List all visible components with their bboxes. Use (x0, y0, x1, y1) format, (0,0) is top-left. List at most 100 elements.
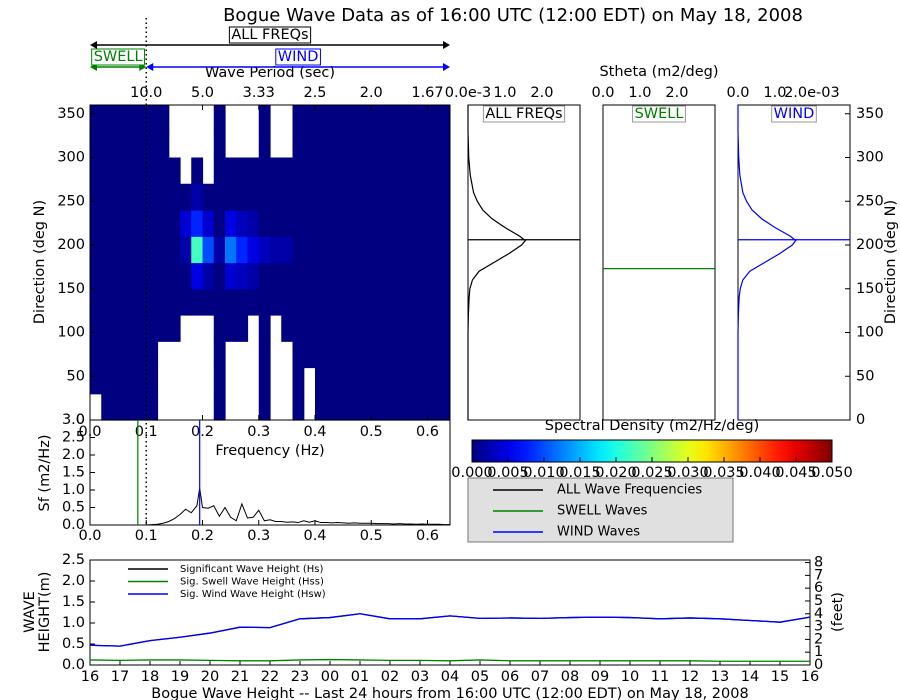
heatmap-cell (191, 157, 204, 185)
heatmap-cell (258, 183, 271, 211)
x-tick-label: 00 (321, 669, 339, 685)
heatmap-cell (90, 341, 102, 369)
heatmap-cell (382, 393, 395, 421)
x-tick-label: 21 (231, 669, 249, 685)
x-tick-label: 0.1 (135, 528, 158, 544)
y-tick-label: 0.5 (62, 500, 85, 516)
heatmap-cell (371, 236, 384, 264)
heatmap-cell (123, 393, 136, 421)
plot-frame (737, 104, 851, 421)
heatmap-cell (292, 288, 305, 316)
heatmap-cell (348, 210, 361, 237)
colorbar-tick-label: 0.020 (595, 465, 637, 481)
heatmap-cell (101, 288, 114, 316)
heatmap-cell (348, 131, 361, 159)
heatmap-cell (371, 262, 384, 290)
heatmap-cell (393, 157, 406, 185)
heatmap-cell (135, 393, 147, 421)
heatmap-cell (303, 157, 316, 185)
x-tick-label: 2.0 (530, 85, 553, 101)
heatmap-cell (213, 262, 226, 290)
heatmap-cell (225, 183, 237, 211)
heatmap-cell (326, 105, 339, 132)
heatmap-cell (112, 262, 125, 290)
x2-tick-label: 5.0 (191, 85, 214, 101)
legend-label: Sig. Swell Wave Height (Hss) (180, 577, 324, 588)
heatmap-cell (393, 288, 406, 316)
heatmap-cell (348, 288, 361, 316)
heatmap-cell (360, 183, 372, 211)
colorbar-title: Spectral Density (m2/Hz/deg) (545, 418, 759, 434)
heatmap-cell (146, 236, 159, 264)
heatmap-cell (438, 367, 450, 395)
heatmap-cell (337, 315, 350, 342)
heatmap-cell (236, 288, 249, 316)
heatmap-cell (315, 288, 327, 316)
heatmap-cell (315, 315, 327, 342)
x-tick-label: 03 (411, 669, 429, 685)
y-tick-label: 2.5 (62, 430, 85, 446)
heatmap-cell (371, 315, 384, 342)
y-tick-label: 200 (57, 237, 85, 253)
x-axis-label: Bogue Wave Height -- Last 24 hours from … (151, 686, 748, 700)
y-tick-label: 2.5 (62, 552, 85, 568)
heatmap-cell (101, 341, 114, 369)
heatmap-cell (337, 157, 350, 185)
heatmap-cell (405, 210, 417, 237)
y-axis-label: Direction (deg N) (32, 200, 48, 324)
heatmap-cell (101, 393, 114, 421)
band-label: SWELL (94, 49, 143, 65)
heatmap-cell (146, 367, 159, 395)
heatmap-cell (270, 210, 282, 237)
heatmap-cell (315, 183, 327, 211)
heatmap-cell (213, 210, 226, 237)
heatmap-cell (157, 288, 170, 316)
heatmap-cell (438, 105, 450, 132)
y2-tick-label: 2 (814, 631, 823, 647)
heatmap-cell (405, 183, 417, 211)
heatmap-cell (382, 183, 395, 211)
heatmap-cell (326, 341, 339, 369)
heatmap-cell (416, 157, 429, 185)
heatmap-cell (247, 236, 260, 264)
heatmap-cell (281, 236, 294, 264)
arrow-head (90, 41, 97, 49)
heatmap-cell (416, 341, 429, 369)
heatmap-cell (371, 367, 384, 395)
y-tick-label: 0.5 (62, 636, 85, 652)
heatmap-cell (438, 315, 450, 342)
heatmap-cell (360, 393, 372, 421)
heatmap-cell (90, 262, 102, 290)
x-tick-label: 1.0 (628, 85, 651, 101)
heatmap-cell (348, 262, 361, 290)
heatmap-cell (247, 210, 260, 237)
y-tick-label: 350 (57, 106, 85, 122)
heatmap-cell (337, 341, 350, 369)
colorbar-tick-label: 0.030 (667, 465, 709, 481)
heatmap-cell (281, 210, 294, 237)
y-tick-label: 1.5 (62, 465, 85, 481)
heatmap-cell (337, 262, 350, 290)
heatmap-cell (281, 315, 294, 342)
heatmap-cell (393, 315, 406, 342)
heatmap-cell (315, 236, 327, 264)
heatmap-cell (427, 367, 440, 395)
x-tick-label: 11 (651, 669, 669, 685)
heatmap-cell (416, 183, 429, 211)
heatmap-cell (146, 105, 159, 132)
heatmap-cell (438, 236, 450, 264)
heatmap-cell (360, 288, 372, 316)
y-tick-label: 3.0 (62, 412, 85, 428)
heatmap-cell (427, 236, 440, 264)
heatmap-cell (270, 236, 282, 264)
y-tick-label: 350 (856, 106, 884, 122)
heatmap-cell (157, 236, 170, 264)
heatmap-cell (348, 341, 361, 369)
heatmap-cell (393, 105, 406, 132)
heatmap-cell (258, 157, 271, 185)
heatmap-cell (315, 341, 327, 369)
heatmap-cell (303, 183, 316, 211)
heatmap-cell (382, 131, 395, 159)
heatmap-cell (258, 105, 271, 132)
heatmap-cell (146, 262, 159, 290)
